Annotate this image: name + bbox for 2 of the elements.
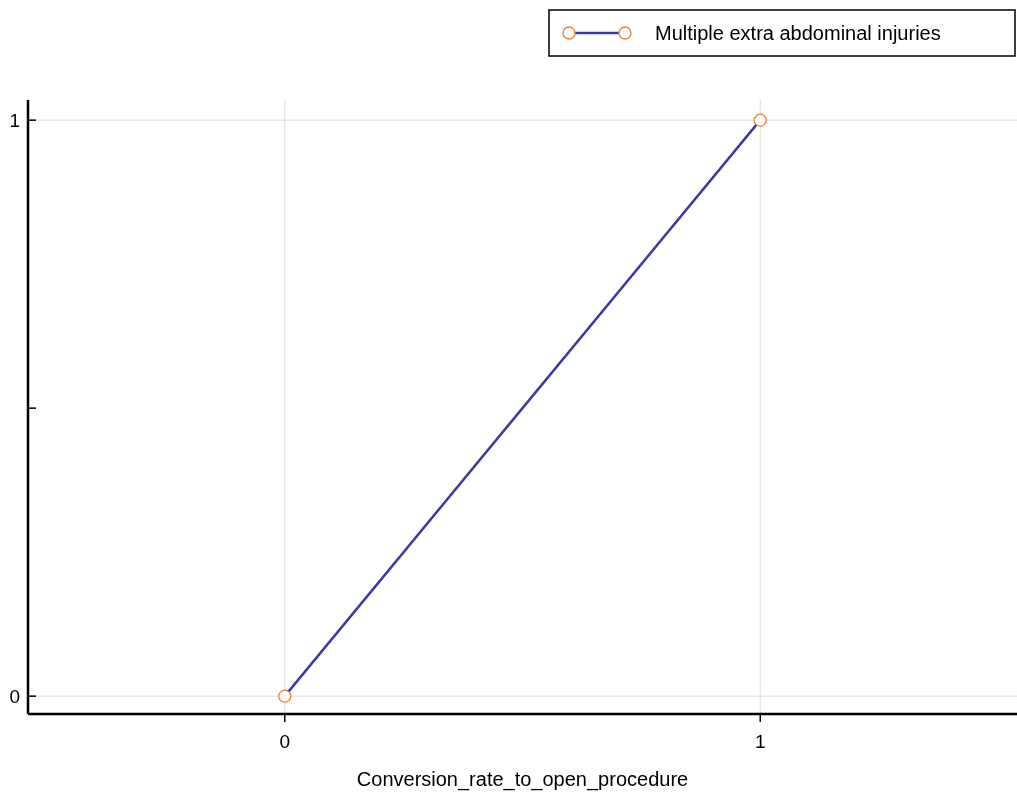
- legend-label: Multiple extra abdominal injuries: [655, 22, 941, 44]
- x-axis-title: Conversion_rate_to_open_procedure: [356, 768, 689, 791]
